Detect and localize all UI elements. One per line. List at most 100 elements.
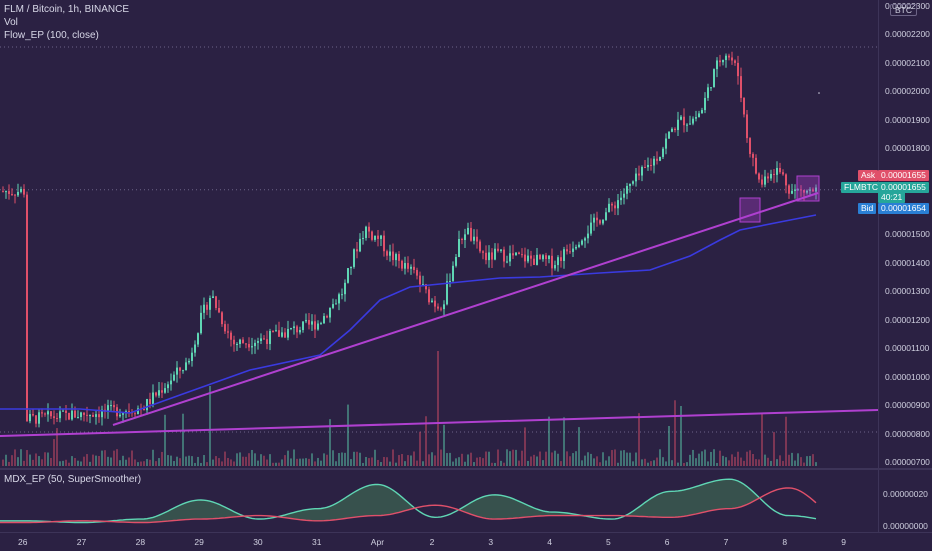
volume-bar <box>740 457 742 466</box>
volume-bar <box>206 462 208 466</box>
candle-body <box>14 194 16 196</box>
volume-bar <box>440 449 442 466</box>
candle-body <box>647 164 649 168</box>
candle-body <box>770 173 772 179</box>
volume-bar <box>686 462 688 466</box>
volume-bar <box>176 456 178 466</box>
volume-bar <box>584 455 586 466</box>
flow-indicator-legend[interactable]: Flow_EP (100, close) <box>4 30 99 41</box>
volume-bar <box>362 462 364 466</box>
candle-body <box>416 269 418 276</box>
volume-bar <box>254 453 256 466</box>
volume-bar <box>737 451 739 466</box>
volume-bar <box>203 455 205 466</box>
candle-body <box>227 331 229 333</box>
volume-bar <box>422 461 424 466</box>
candle-body <box>437 306 439 309</box>
candle-body <box>221 312 223 325</box>
oscillator-pane[interactable]: MDX_EP (50, SuperSmoother) <box>0 470 878 532</box>
candle-body <box>791 190 793 194</box>
volume-bar <box>629 452 631 466</box>
candle-body <box>695 117 697 119</box>
volume-bar <box>554 450 556 466</box>
candle-body <box>440 308 442 310</box>
price-tick-label: 0.00001800 <box>885 143 930 154</box>
volume-bar <box>695 458 697 466</box>
volume-bar <box>260 454 262 466</box>
volume-bar <box>566 451 568 466</box>
symbol-legend[interactable]: FLM / Bitcoin, 1h, BINANCE <box>4 4 130 15</box>
candle-body <box>473 236 475 241</box>
volume-bar <box>194 462 196 466</box>
time-tick-label: Apr <box>370 537 385 547</box>
volume-bar <box>302 458 304 466</box>
candle-body <box>692 118 694 124</box>
candle-body <box>353 249 355 267</box>
price-tick-label: 0.00001400 <box>885 257 930 268</box>
candle-body <box>266 339 268 344</box>
volume-bar <box>158 458 160 466</box>
candle-body <box>254 342 256 347</box>
price-chart-canvas[interactable] <box>0 0 878 468</box>
volume-bar <box>587 452 589 466</box>
candle-body <box>323 316 325 324</box>
bar-countdown: 40:21 <box>878 192 906 203</box>
volume-legend[interactable]: Vol <box>4 17 18 28</box>
volume-bar <box>512 449 514 466</box>
candle-body <box>719 60 721 63</box>
volume-bar <box>416 460 418 466</box>
time-tick-label: 27 <box>76 537 87 547</box>
ascending-trendline <box>112 192 819 426</box>
volume-bar <box>200 462 202 466</box>
candle-body <box>479 241 481 252</box>
candle-body <box>152 392 154 404</box>
candle-body <box>779 167 781 173</box>
volume-bar <box>455 458 457 466</box>
candle-body <box>674 128 676 131</box>
candle-body <box>575 246 577 249</box>
candle-body <box>368 226 370 232</box>
candle-body <box>314 321 316 330</box>
candle-body <box>356 249 358 252</box>
candle-body <box>215 296 217 309</box>
pane-separator[interactable] <box>0 468 932 470</box>
candle-body <box>239 339 241 344</box>
mdx-indicator-legend[interactable]: MDX_EP (50, SuperSmoother) <box>4 474 142 485</box>
oscillator-axis[interactable]: 0.00000020 0.00000000 <box>878 470 932 532</box>
candle-body <box>194 344 196 353</box>
candle-body <box>503 249 505 262</box>
candle-body <box>599 220 601 224</box>
volume-bar <box>674 400 676 466</box>
volume-bar <box>698 453 700 466</box>
candle-body <box>767 176 769 179</box>
volume-bar <box>146 459 148 466</box>
candle-body <box>260 338 262 342</box>
candle-body <box>224 324 226 332</box>
volume-bar <box>437 351 439 466</box>
candle-body <box>167 384 169 389</box>
time-axis[interactable]: 26 27 28 29 30 31 Apr 2 3 4 5 6 7 8 9 <box>0 532 932 551</box>
candle-body <box>713 69 715 88</box>
volume-bar <box>299 458 301 466</box>
volume-bar <box>26 450 28 466</box>
candle-body <box>560 257 562 261</box>
volume-bar <box>689 454 691 466</box>
volume-bar <box>197 456 199 466</box>
candle-body <box>230 332 232 340</box>
oscillator-canvas[interactable] <box>0 470 878 532</box>
candle-body <box>257 341 259 343</box>
candle-body <box>122 412 124 415</box>
time-tick-label: 26 <box>18 537 28 547</box>
volume-bar <box>89 461 91 466</box>
volume-bar <box>614 449 616 466</box>
price-axis[interactable]: 0.00002300 0.00002200 0.00002100 0.00002000… <box>878 0 932 468</box>
volume-bar <box>134 459 136 466</box>
candle-body <box>683 116 685 126</box>
volume-bar <box>95 455 97 466</box>
currency-unit-badge[interactable]: BTC <box>890 4 917 16</box>
candle-body <box>776 167 778 175</box>
volume-bar <box>290 458 292 466</box>
price-pane[interactable]: FLM / Bitcoin, 1h, BINANCE Vol Flow_EP (… <box>0 0 878 468</box>
volume-bar <box>449 452 451 466</box>
